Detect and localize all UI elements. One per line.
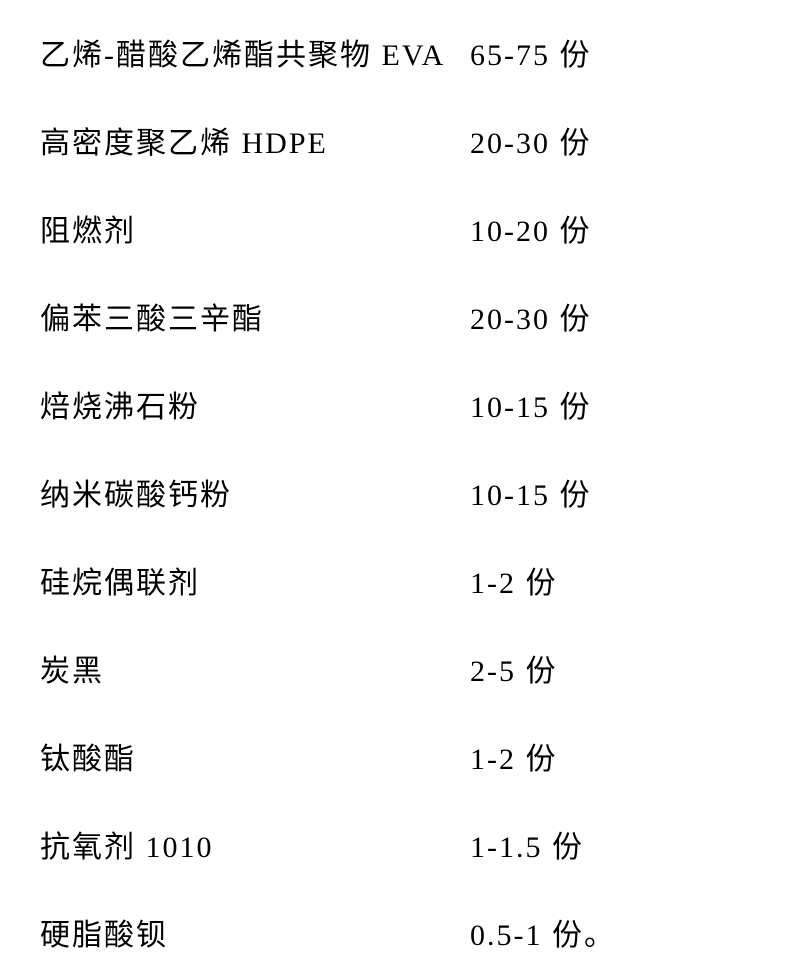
ingredient-label: 炭黑: [40, 646, 470, 690]
ingredient-value: 20-30 份: [470, 118, 592, 162]
table-row: 偏苯三酸三辛酯 20-30 份: [40, 294, 760, 338]
table-row: 焙烧沸石粉 10-15 份: [40, 382, 760, 426]
ingredient-value: 1-2 份: [470, 558, 558, 602]
table-row: 阻燃剂 10-20 份: [40, 206, 760, 250]
table-row: 抗氧剂 1010 1-1.5 份: [40, 822, 760, 866]
table-row: 硬脂酸钡 0.5-1 份。: [40, 910, 760, 954]
ingredient-value: 0.5-1 份。: [470, 910, 616, 954]
ingredient-label: 阻燃剂: [40, 206, 470, 250]
ingredient-value: 1-1.5 份: [470, 822, 584, 866]
ingredient-value: 10-15 份: [470, 382, 592, 426]
table-row: 炭黑 2-5 份: [40, 646, 760, 690]
table-row: 钛酸酯 1-2 份: [40, 734, 760, 778]
ingredient-label: 焙烧沸石粉: [40, 382, 470, 426]
ingredient-label: 硬脂酸钡: [40, 910, 470, 954]
ingredient-label: 乙烯-醋酸乙烯酯共聚物 EVA: [40, 30, 470, 74]
ingredient-value: 1-2 份: [470, 734, 558, 778]
ingredient-label: 偏苯三酸三辛酯: [40, 294, 470, 338]
ingredient-label: 纳米碳酸钙粉: [40, 470, 470, 514]
ingredient-value: 20-30 份: [470, 294, 592, 338]
ingredient-value: 65-75 份: [470, 30, 592, 74]
ingredient-value: 2-5 份: [470, 646, 558, 690]
table-row: 乙烯-醋酸乙烯酯共聚物 EVA 65-75 份: [40, 30, 760, 74]
ingredient-label: 硅烷偶联剂: [40, 558, 470, 602]
table-row: 硅烷偶联剂 1-2 份: [40, 558, 760, 602]
ingredient-value: 10-20 份: [470, 206, 592, 250]
ingredient-list: 乙烯-醋酸乙烯酯共聚物 EVA 65-75 份 高密度聚乙烯 HDPE 20-3…: [40, 30, 760, 954]
ingredient-label: 钛酸酯: [40, 734, 470, 778]
ingredient-label: 高密度聚乙烯 HDPE: [40, 118, 470, 162]
table-row: 纳米碳酸钙粉 10-15 份: [40, 470, 760, 514]
table-row: 高密度聚乙烯 HDPE 20-30 份: [40, 118, 760, 162]
ingredient-value: 10-15 份: [470, 470, 592, 514]
ingredient-label: 抗氧剂 1010: [40, 822, 470, 866]
